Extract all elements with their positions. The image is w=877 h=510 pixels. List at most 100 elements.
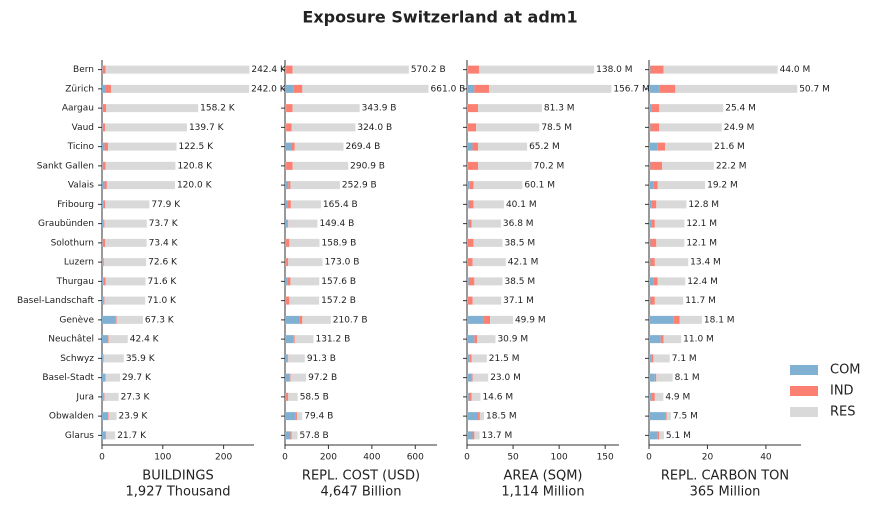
bar-segment bbox=[649, 392, 652, 401]
bar-segment bbox=[104, 392, 119, 401]
bar-segment bbox=[476, 123, 540, 132]
bar-segment bbox=[649, 65, 651, 74]
bar-segment bbox=[649, 84, 660, 93]
bar-segment bbox=[467, 296, 473, 305]
bar-segment bbox=[295, 412, 297, 421]
legend-label: RES bbox=[830, 405, 856, 420]
bar-segment bbox=[663, 65, 778, 74]
x-tick-label: 20 bbox=[702, 453, 714, 463]
category-label: Graubünden bbox=[38, 219, 94, 229]
bar-segment bbox=[103, 258, 147, 267]
bar-segment bbox=[103, 277, 106, 286]
total-label: 156.7 M bbox=[613, 84, 649, 94]
bar-segment bbox=[105, 431, 107, 440]
total-label: 60.1 M bbox=[524, 181, 555, 191]
total-label: 38.5 M bbox=[504, 277, 535, 287]
bar-segment bbox=[104, 142, 109, 151]
bar-segment bbox=[290, 373, 307, 382]
bar-segment bbox=[285, 431, 291, 440]
bar-segment bbox=[285, 84, 294, 93]
bar-segment bbox=[285, 412, 296, 421]
bar-segment bbox=[490, 315, 513, 324]
total-label: 269.4 B bbox=[345, 142, 380, 152]
total-label: 173.0 B bbox=[325, 258, 360, 268]
total-label: 22.2 M bbox=[716, 161, 747, 171]
bar-segment bbox=[653, 181, 658, 190]
bar-segment bbox=[102, 65, 106, 74]
bar-segment bbox=[105, 123, 187, 132]
bar-segment bbox=[473, 181, 523, 190]
bar-segment bbox=[649, 315, 674, 324]
bar-segment bbox=[289, 373, 291, 382]
bar-segment bbox=[656, 238, 685, 247]
bar-segment bbox=[115, 315, 117, 324]
bar-segment bbox=[288, 258, 323, 267]
bar-segment bbox=[102, 431, 106, 440]
category-label: Glarus bbox=[65, 431, 94, 441]
bar-segment bbox=[102, 200, 104, 209]
total-label: 79.4 B bbox=[304, 412, 333, 422]
bar-segment bbox=[103, 354, 104, 363]
bar-segment bbox=[285, 335, 294, 344]
bar-segment bbox=[650, 238, 657, 247]
bar-segment bbox=[285, 104, 287, 113]
bar-segment bbox=[286, 258, 289, 267]
bar-segment bbox=[659, 431, 664, 440]
bar-segment bbox=[102, 123, 103, 132]
bar-segment bbox=[285, 123, 287, 132]
total-label: 18.1 M bbox=[704, 315, 735, 325]
x-tick-label: 0 bbox=[99, 453, 105, 463]
category-label: Ticino bbox=[67, 142, 95, 152]
bar-segment bbox=[104, 219, 147, 228]
bar-segment bbox=[650, 161, 663, 170]
bar-segment bbox=[108, 412, 117, 421]
bar-segment bbox=[473, 238, 503, 247]
legend-label: IND bbox=[830, 384, 854, 399]
bar-segment bbox=[290, 277, 320, 286]
bar-segment bbox=[673, 315, 680, 324]
bar-segment bbox=[293, 335, 295, 344]
total-label: 570.2 B bbox=[411, 65, 446, 75]
bar-segment bbox=[116, 315, 143, 324]
total-label: 19.2 M bbox=[707, 181, 738, 191]
bar-segment bbox=[649, 354, 652, 363]
total-label: 12.1 M bbox=[686, 219, 717, 229]
bar-segment bbox=[467, 258, 468, 267]
bar-segment bbox=[650, 65, 664, 74]
bar-segment bbox=[659, 84, 676, 93]
x-tick-label: 0 bbox=[464, 453, 470, 463]
bar-segment bbox=[467, 412, 479, 421]
bar-segment bbox=[474, 335, 478, 344]
category-label: Basel-Landschaft bbox=[17, 296, 94, 306]
bar-segment bbox=[468, 392, 472, 401]
bar-segment bbox=[679, 315, 702, 324]
bar-segment bbox=[651, 219, 655, 228]
total-label: 158.2 K bbox=[200, 104, 236, 114]
total-label: 97.2 B bbox=[308, 373, 337, 383]
total-label: 44.0 M bbox=[780, 65, 811, 75]
bar-segment bbox=[294, 142, 344, 151]
x-axis-detail: 1,114 Million bbox=[501, 485, 584, 500]
category-label: Aargau bbox=[62, 104, 94, 114]
bar-segment bbox=[285, 142, 292, 151]
bar-segment bbox=[467, 354, 470, 363]
bar-segment bbox=[649, 181, 654, 190]
bar-segment bbox=[659, 123, 722, 132]
bar-segment bbox=[467, 142, 473, 151]
bar-segment bbox=[649, 277, 654, 286]
bar-segment bbox=[287, 354, 289, 363]
bar-segment bbox=[472, 258, 506, 267]
bar-segment bbox=[467, 373, 472, 382]
bar-segment bbox=[478, 65, 595, 74]
bar-segment bbox=[469, 354, 472, 363]
bar-segment bbox=[653, 354, 670, 363]
bar-segment bbox=[296, 412, 303, 421]
total-label: 71.6 K bbox=[148, 277, 178, 287]
total-label: 24.9 M bbox=[724, 123, 755, 133]
bar-segment bbox=[102, 315, 116, 324]
total-label: 21.5 M bbox=[489, 354, 520, 364]
x-tick-label: 0 bbox=[282, 453, 288, 463]
category-label: Schwyz bbox=[60, 354, 94, 364]
bar-segment bbox=[654, 392, 664, 401]
bar-segment bbox=[472, 373, 489, 382]
